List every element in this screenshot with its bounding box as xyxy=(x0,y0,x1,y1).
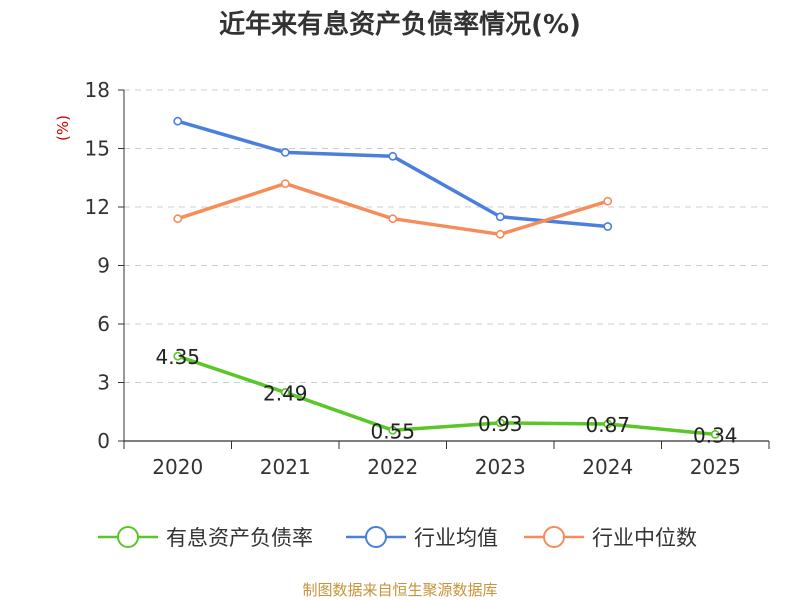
x-tick-label: 2021 xyxy=(260,455,311,479)
x-tick-label: 2025 xyxy=(690,455,741,479)
legend-swatch-marker xyxy=(117,526,139,548)
x-tick-label: 2022 xyxy=(367,455,418,479)
data-point xyxy=(603,222,613,231)
y-tick-label: 12 xyxy=(85,195,110,219)
y-axis-label: (%) xyxy=(54,115,72,141)
legend-label: 行业中位数 xyxy=(592,526,697,550)
legend-label: 有息资产负债率 xyxy=(166,526,313,550)
data-point xyxy=(710,429,720,439)
legend-label: 行业均值 xyxy=(414,526,498,550)
data-point xyxy=(388,214,398,224)
data-point xyxy=(388,151,398,161)
x-tick-label: 2020 xyxy=(152,455,203,479)
axes: 0 3 6 9 12 15 18 2020 2021 2022 2023 2024 2025 xyxy=(85,78,770,479)
y-tick-label: 15 xyxy=(85,137,110,161)
data-point xyxy=(173,351,183,361)
series-lines xyxy=(173,116,720,439)
data-point xyxy=(603,196,613,206)
data-label: 4.35 xyxy=(155,345,200,369)
series-line xyxy=(177,181,609,237)
data-point xyxy=(280,179,290,188)
data-point xyxy=(280,147,290,157)
y-tick-label: 18 xyxy=(85,78,110,102)
data-label: 0.93 xyxy=(478,412,523,436)
data-point xyxy=(495,418,505,428)
legend: 有息资产负债率 行业均值 行业中位数 xyxy=(98,526,697,550)
series-line xyxy=(177,354,716,437)
gridlines xyxy=(124,89,769,383)
data-point xyxy=(173,214,183,224)
y-tick-label: 3 xyxy=(97,371,110,395)
data-point xyxy=(388,425,398,435)
y-tick-label: 0 xyxy=(97,429,110,453)
y-tick-label: 6 xyxy=(97,312,110,336)
data-point xyxy=(603,419,613,429)
data-label: 0.55 xyxy=(370,419,415,443)
y-tick-label: 9 xyxy=(97,254,110,278)
data-label: 0.87 xyxy=(585,413,630,437)
legend-swatch-marker xyxy=(365,526,387,548)
x-tick-label: 2023 xyxy=(475,455,526,479)
source-note: 制图数据来自恒生聚源数据库 xyxy=(302,581,497,599)
x-tick-label: 2024 xyxy=(582,455,633,479)
data-label: 2.49 xyxy=(263,381,308,405)
data-point xyxy=(495,212,505,222)
data-point xyxy=(173,116,183,126)
data-label: 0.34 xyxy=(693,423,738,447)
legend-swatch-marker xyxy=(543,526,565,548)
data-point xyxy=(495,229,505,239)
data-point xyxy=(280,388,290,397)
series-line xyxy=(177,119,608,229)
chart-title: 近年来有息资产负债率情况(%) xyxy=(219,9,581,40)
data-labels: 4.35 2.49 0.55 0.93 0.87 0.34 xyxy=(155,345,737,447)
